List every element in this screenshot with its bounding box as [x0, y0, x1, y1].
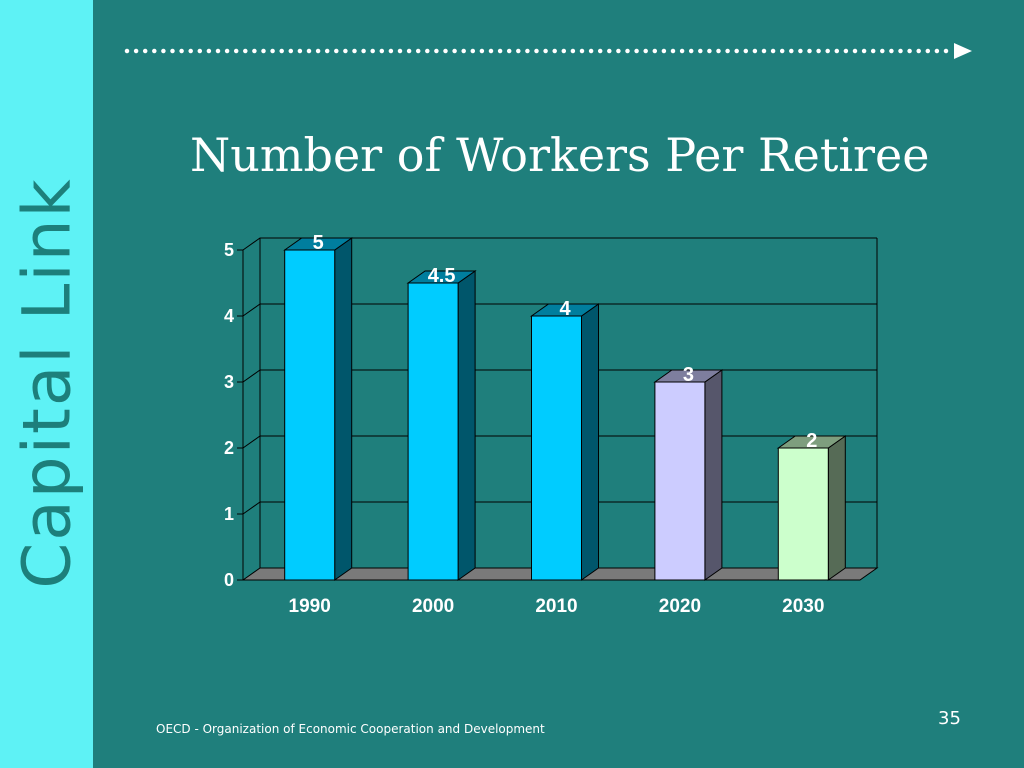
- x-tick-label: 2000: [412, 596, 454, 617]
- bar-side: [581, 303, 599, 581]
- footer-source: OECD - Organization of Economic Cooperat…: [156, 722, 545, 736]
- x-axis-ticks: 1990 2000 2010 2020 2030: [289, 596, 825, 617]
- slide-title: Number of Workers Per Retiree: [190, 128, 930, 182]
- gridline: [242, 303, 877, 317]
- y-tick-label: 1: [224, 504, 234, 524]
- bar-2010: [529, 303, 601, 581]
- data-label: 4: [559, 298, 571, 320]
- bar-front: [284, 249, 336, 581]
- x-tick-label: 2030: [782, 596, 824, 617]
- data-label: 2: [806, 430, 817, 452]
- bar-front: [531, 315, 582, 581]
- bar-2020: [653, 369, 724, 581]
- data-label: 4.5: [428, 265, 456, 287]
- bar-2030: [776, 435, 847, 581]
- dotted-arrow-divider: [124, 43, 972, 59]
- bar-1990: [283, 237, 354, 581]
- x-tick-label: 1990: [289, 596, 331, 617]
- bar-side: [334, 237, 353, 581]
- bar-front: [777, 447, 829, 581]
- y-tick-label: 0: [224, 570, 234, 590]
- bar-2000: [406, 270, 477, 581]
- bar-front: [407, 282, 459, 581]
- bar-side: [457, 270, 476, 581]
- bar-side: [704, 369, 723, 581]
- gridline: [242, 237, 877, 251]
- chart-bars: [283, 237, 847, 581]
- data-label: 3: [683, 364, 694, 386]
- data-label: 5: [313, 232, 324, 254]
- x-tick-label: 2010: [535, 596, 577, 617]
- page-number: 35: [938, 708, 961, 729]
- y-tick-label: 3: [224, 372, 234, 392]
- y-axis-ticks: 0 1 2 3 4 5: [224, 240, 243, 590]
- arrowhead-icon: [954, 43, 972, 59]
- data-labels: 5 4.5 4 3 2: [313, 232, 818, 452]
- bar-side: [827, 435, 846, 581]
- y-tick-label: 2: [224, 438, 234, 458]
- y-tick-label: 4: [224, 306, 234, 326]
- x-tick-label: 2020: [659, 596, 701, 617]
- sidebar: Capital Link: [0, 0, 93, 768]
- bar-front: [654, 381, 706, 581]
- y-tick-label: 5: [224, 240, 234, 260]
